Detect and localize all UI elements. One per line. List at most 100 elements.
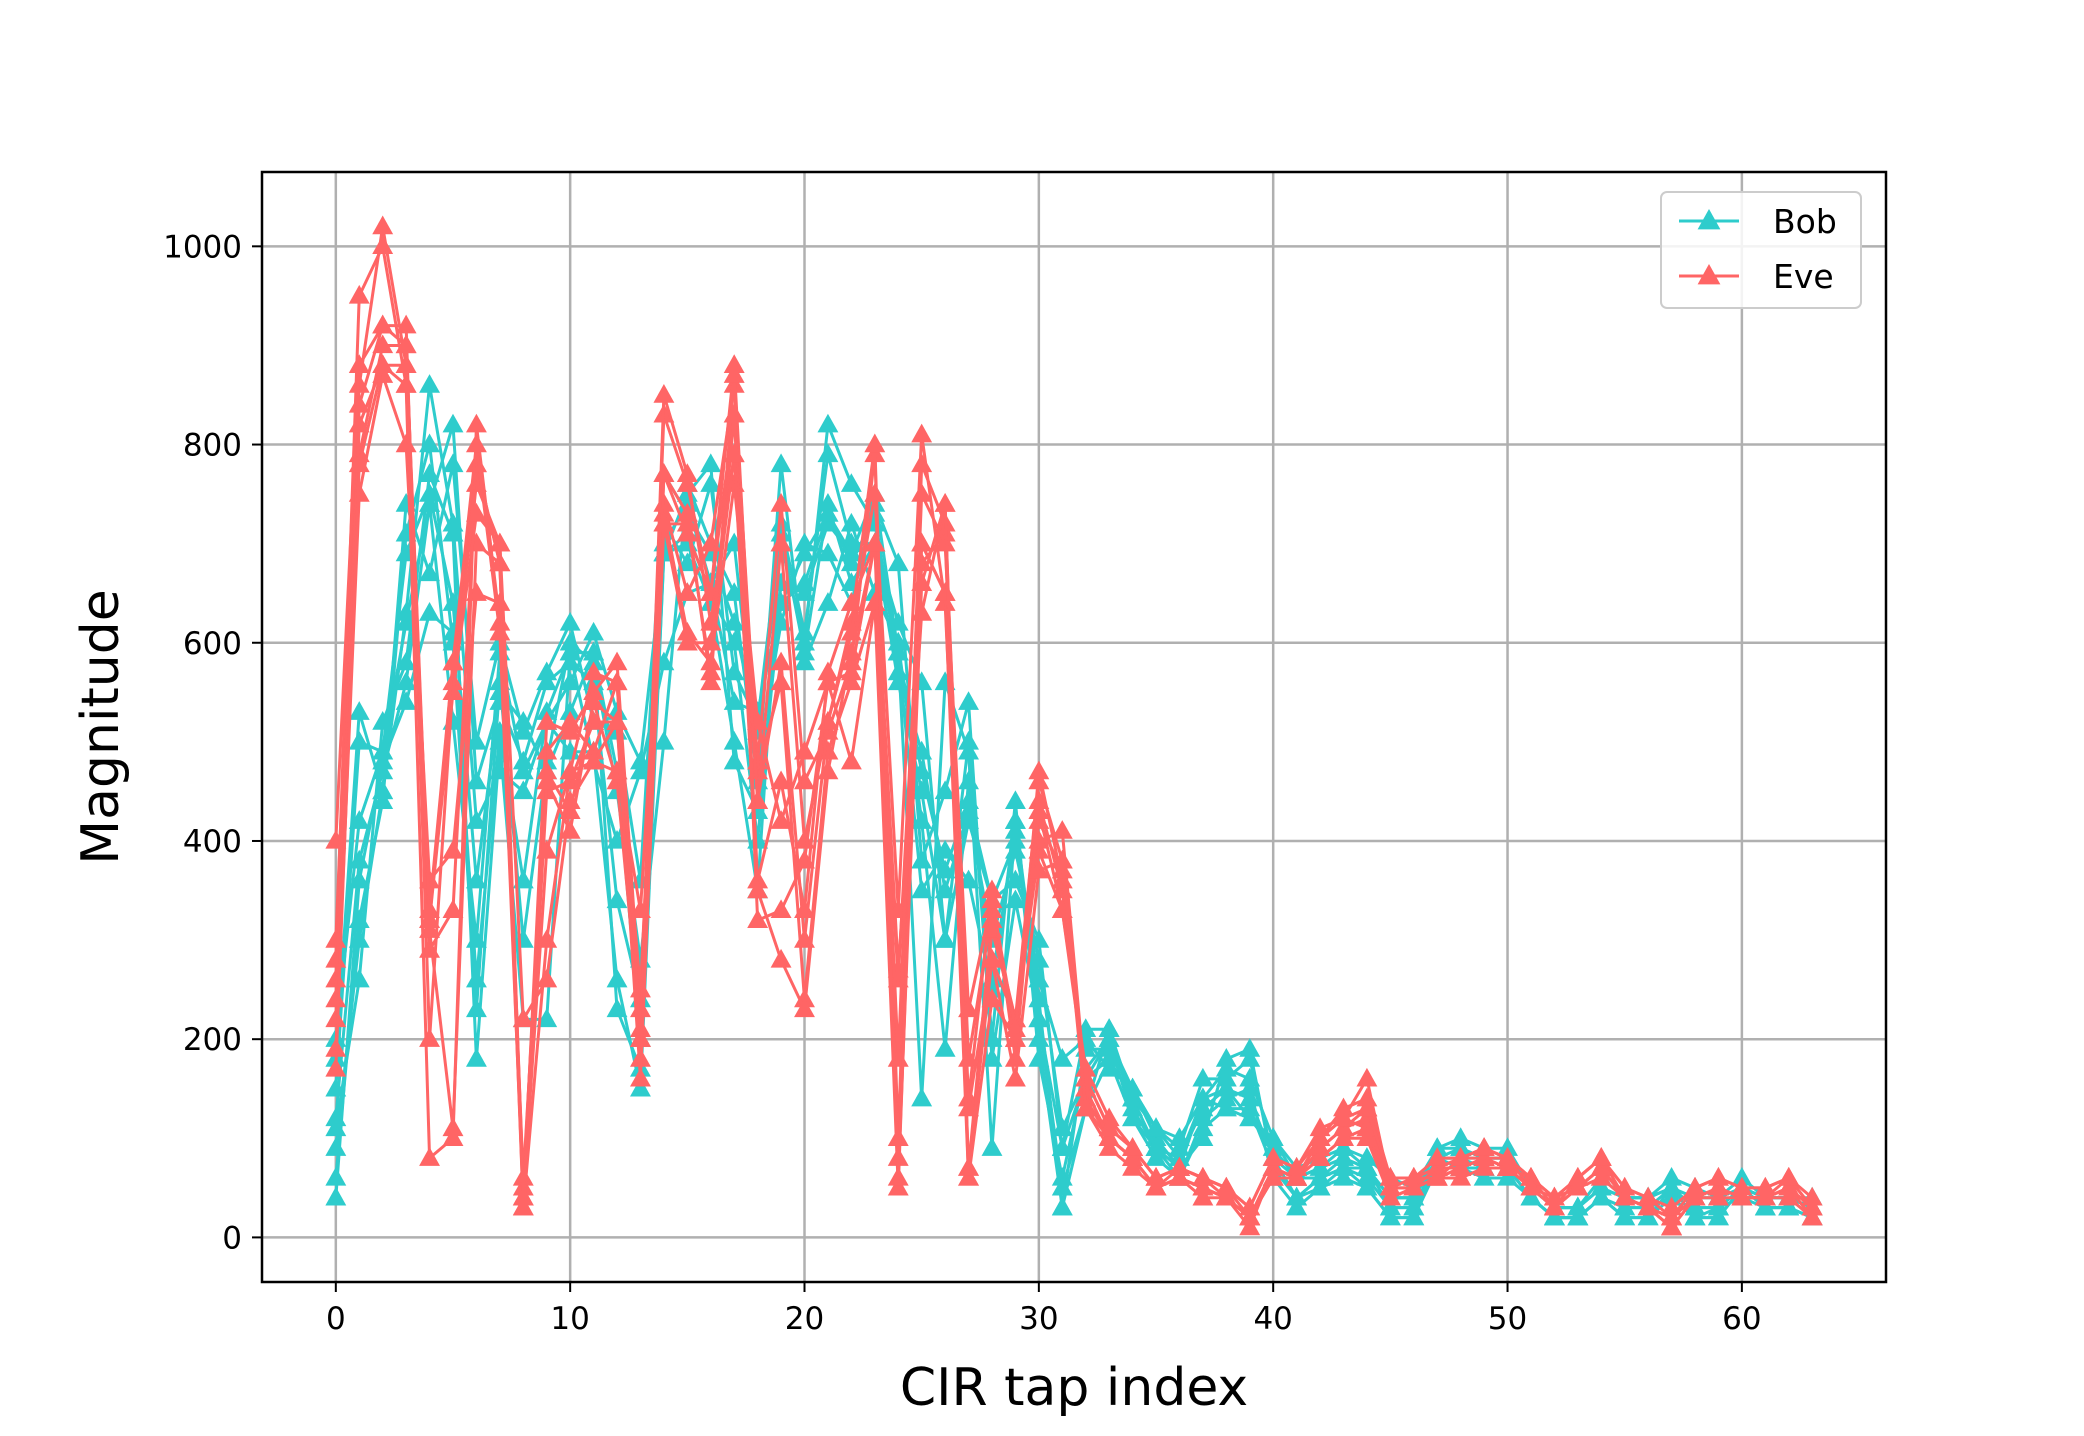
legend: Bob Eve [1660,191,1862,309]
data-point-eve [934,582,956,601]
data-point-eve [1614,1176,1636,1196]
data-point-bob [770,453,792,473]
data-point-eve [794,740,815,760]
data-point-bob [1309,1157,1331,1176]
data-point-bob [465,730,487,750]
data-point-eve [1122,1147,1144,1166]
data-point-eve [981,948,1003,968]
x-tick-label: 40 [1253,1301,1292,1337]
data-point-eve [630,1067,651,1087]
data-point-eve [1403,1176,1425,1196]
data-point-eve [1169,1157,1190,1176]
data-point-bob [1215,1067,1237,1087]
data-point-bob [794,532,815,552]
data-point-bob [1333,1157,1354,1176]
data-point-bob [630,760,651,780]
data-point-eve [348,413,370,433]
data-point-bob [372,750,394,770]
data-point-eve [1192,1166,1214,1186]
data-point-bob [1286,1196,1308,1216]
data-point-eve [1356,1067,1378,1087]
data-point-bob [442,413,464,433]
data-point-bob [723,611,745,631]
data-point-eve [1473,1147,1495,1166]
data-point-eve [676,512,698,532]
data-point-bob [1239,1077,1261,1097]
data-point-eve [1262,1166,1284,1186]
data-point-eve [372,235,394,255]
data-point-eve [700,661,722,681]
data-point-bob [911,849,933,869]
data-point-eve [1075,1067,1097,1087]
data-point-eve [348,453,370,473]
data-point-eve [395,314,417,334]
data-point-eve [1637,1186,1659,1206]
data-point-bob [1004,790,1026,810]
data-point-eve [911,572,933,591]
data-point-eve [676,631,698,651]
data-point-eve [442,651,464,671]
data-point-eve [1707,1166,1729,1186]
data-point-bob [1778,1196,1800,1216]
data-point-eve [1028,829,1050,849]
data-point-eve [325,1057,347,1077]
data-point-eve [1356,1117,1378,1137]
data-point-eve [536,711,558,730]
data-point-bob [1403,1206,1425,1226]
data-point-eve [395,334,417,354]
data-point-bob [1051,1196,1073,1216]
data-point-bob [465,968,487,988]
data-point-bob [606,998,628,1018]
data-point-bob [1098,1048,1120,1067]
data-point-eve [676,502,698,522]
data-point-eve [348,354,370,373]
data-point-eve [817,661,839,681]
x-tick-label: 60 [1722,1301,1761,1337]
series-bob [325,374,1823,1226]
data-point-bob [419,562,441,582]
data-point-bob [559,641,581,661]
data-point-eve [840,621,862,641]
data-point-eve [770,651,792,671]
data-point-bob [911,740,933,760]
data-point-bob [958,730,979,750]
data-point-bob [981,1048,1003,1067]
data-point-eve [958,1166,979,1186]
data-point-bob [348,810,370,829]
data-point-eve [1075,1097,1097,1117]
data-point-eve [981,879,1003,899]
data-point-bob [512,750,534,770]
data-point-eve [1051,849,1073,869]
data-point-eve [465,453,487,473]
data-point-bob [770,522,792,542]
data-point-eve [1028,770,1050,790]
data-point-bob [1122,1077,1144,1097]
data-point-bob [630,1077,651,1097]
data-point-eve [864,532,886,552]
data-point-eve [1333,1117,1354,1137]
legend-marker-bob [1697,209,1721,230]
data-point-eve [512,1008,534,1028]
series-eve [325,215,1823,1236]
data-point-bob [1215,1087,1237,1107]
data-point-eve [1731,1186,1753,1206]
data-point-eve [911,483,933,502]
data-point-eve [1333,1127,1354,1146]
data-point-eve [372,354,394,373]
data-point-eve [1567,1176,1589,1196]
data-point-eve [419,899,441,919]
data-point-bob [700,453,722,473]
data-point-eve [419,919,441,938]
data-point-eve [1520,1166,1542,1186]
data-point-bob [747,829,769,849]
data-point-eve [1262,1147,1284,1166]
data-point-eve [606,711,628,730]
data-point-bob [1450,1127,1472,1146]
data-point-eve [887,1166,909,1186]
data-point-eve [1169,1166,1190,1186]
data-point-eve [348,284,370,304]
series-line-bob [334,472,1813,1220]
data-point-eve [559,720,581,740]
data-point-bob [1028,1008,1050,1028]
data-point-eve [512,1196,534,1216]
